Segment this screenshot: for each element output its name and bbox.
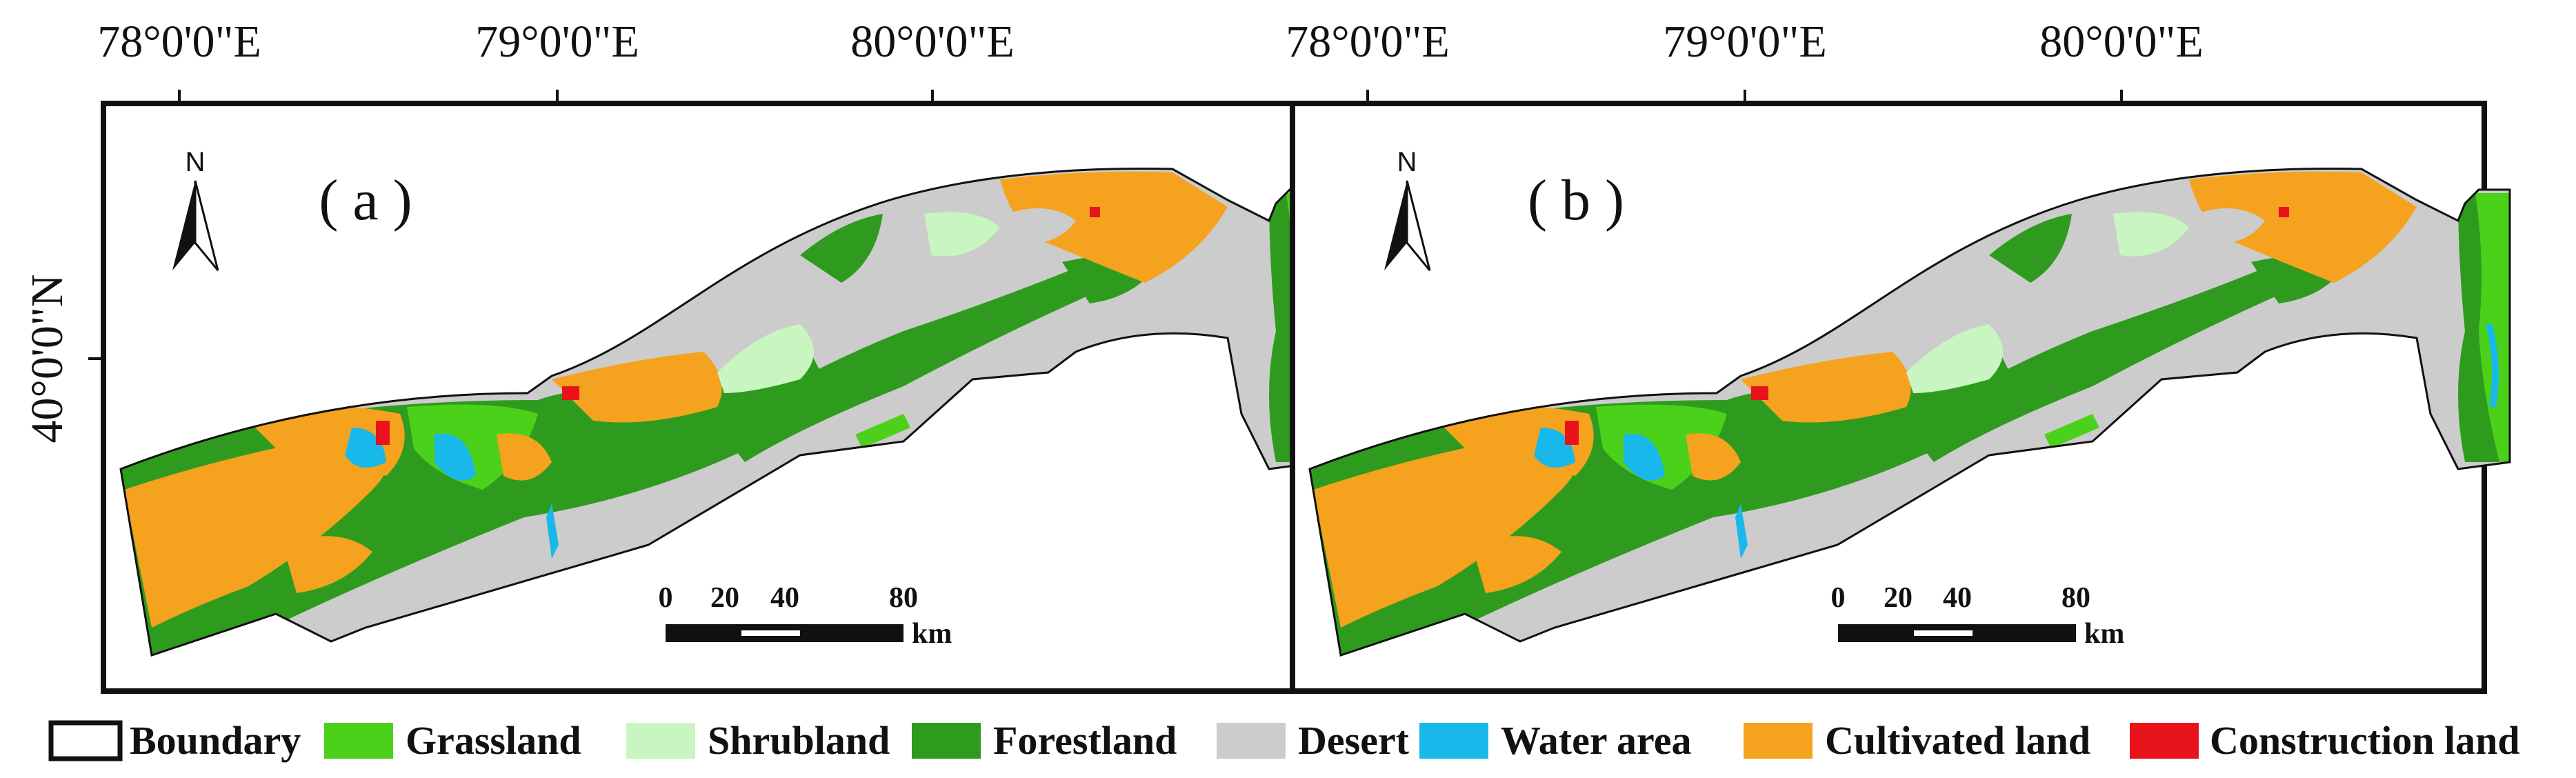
legend-swatch-forestland bbox=[912, 723, 981, 759]
legend-label-boundary: Boundary bbox=[130, 718, 301, 763]
map-panel-b: N ( b ) 0 20 40 80 km bbox=[1290, 101, 2513, 694]
scale-tick-20-b: 20 bbox=[1884, 582, 1913, 614]
legend-label-grassland: Grassland bbox=[406, 718, 581, 763]
legend-label-construction-land: Construction land bbox=[2210, 718, 2520, 763]
north-label-a: N bbox=[186, 147, 206, 177]
legend-swatch-boundary bbox=[48, 720, 123, 761]
legend-label-desert: Desert bbox=[1298, 718, 1410, 763]
lon-label-79-a: 79°0'0"E bbox=[475, 17, 639, 67]
legend-swatch-construction-land bbox=[2130, 723, 2199, 759]
scale-tick-20-a: 20 bbox=[710, 582, 739, 614]
map-panel-a: N ( a ) 0 20 40 80 km bbox=[101, 101, 1324, 694]
legend-label-water-area: Water area bbox=[1501, 718, 1692, 763]
scale-tick-80-a: 80 bbox=[889, 582, 918, 614]
legend: Boundary Grassland Shrubland Forestland … bbox=[48, 718, 2520, 763]
lon-label-80-b: 80°0'0"E bbox=[2039, 17, 2204, 67]
scale-bar-b: 0 20 40 80 km bbox=[1831, 582, 2125, 650]
legend-swatch-grassland bbox=[324, 723, 393, 759]
panel-label-b: ( b ) bbox=[1528, 168, 1624, 232]
legend-swatch-shrubland bbox=[626, 723, 695, 759]
north-arrow-b: N bbox=[1384, 147, 1431, 271]
legend-swatch-water-area bbox=[1419, 723, 1488, 759]
panel-label-a: ( a ) bbox=[319, 168, 412, 232]
scale-tick-0-b: 0 bbox=[1831, 582, 1846, 614]
lon-label-80-a: 80°0'0"E bbox=[850, 17, 1015, 67]
scale-tick-80-b: 80 bbox=[2061, 582, 2090, 614]
north-label-b: N bbox=[1397, 147, 1417, 177]
scale-tick-40-a: 40 bbox=[770, 582, 799, 614]
scale-unit-b: km bbox=[2084, 618, 2124, 650]
lon-label-78-a: 78°0'0"E bbox=[97, 17, 261, 67]
legend-swatch-desert bbox=[1217, 723, 1286, 759]
scale-tick-40-b: 40 bbox=[1943, 582, 1972, 614]
lat-label-40: 40°0'0"N bbox=[22, 275, 72, 443]
legend-swatch-cultivated-land bbox=[1744, 723, 1813, 759]
legend-label-forestland: Forestland bbox=[993, 718, 1177, 763]
lon-label-78-b: 78°0'0"E bbox=[1286, 17, 1450, 67]
north-arrow-a: N bbox=[172, 147, 219, 271]
graticule-ticks bbox=[88, 90, 2123, 360]
lon-label-79-b: 79°0'0"E bbox=[1663, 17, 1827, 67]
legend-label-cultivated-land: Cultivated land bbox=[1825, 718, 2090, 763]
legend-label-shrubland: Shrubland bbox=[708, 718, 890, 763]
scale-tick-0-a: 0 bbox=[659, 582, 673, 614]
scale-unit-a: km bbox=[912, 618, 952, 650]
scale-bar-a: 0 20 40 80 km bbox=[659, 582, 952, 650]
